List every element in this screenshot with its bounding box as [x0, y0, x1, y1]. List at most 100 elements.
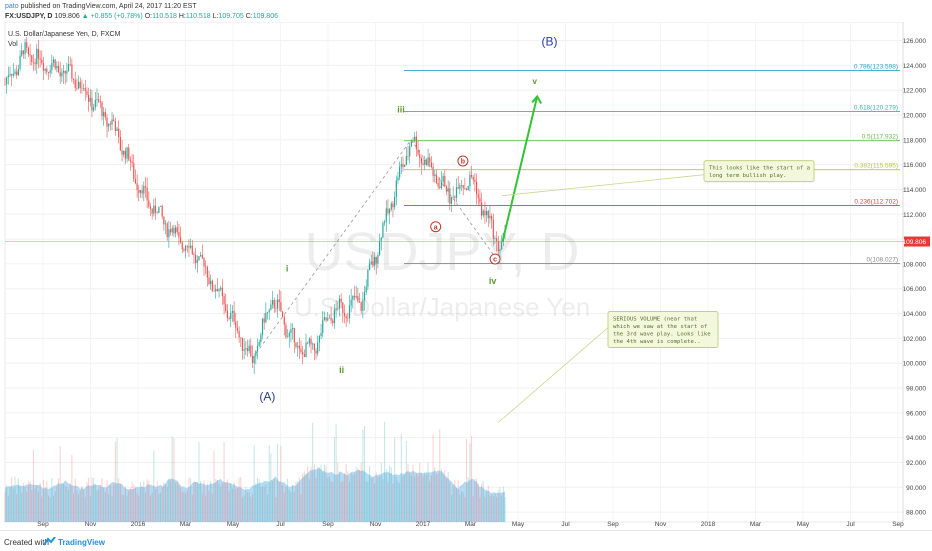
volume-bar [487, 485, 489, 522]
candle-body [372, 261, 374, 266]
candle-body [303, 354, 305, 357]
candle-body [355, 296, 357, 298]
price-tick-label: 92.000 [906, 460, 926, 467]
candle-body [77, 81, 80, 89]
volume-bar [41, 496, 43, 522]
wave-label-v: v [532, 77, 537, 86]
candle-body [240, 337, 242, 339]
volume-bar [283, 492, 285, 522]
volume-bar [134, 487, 136, 522]
candle-body [236, 327, 239, 331]
candle-body [190, 245, 192, 248]
candle-body [353, 295, 356, 298]
volume-bar [257, 478, 259, 522]
candle-body [79, 81, 81, 88]
volume-bar [439, 429, 441, 522]
volume-bar [444, 469, 446, 522]
time-axis[interactable]: Sep Nov 2016 Mar May Jul Sep Nov 2017 Mar May Jul Se… [37, 521, 904, 528]
candle-body [69, 64, 71, 65]
volume-bar [280, 445, 282, 522]
volume-bar [365, 481, 367, 522]
volume-bar [272, 480, 274, 522]
candle-body [109, 123, 111, 125]
author-link[interactable]: pato [5, 3, 19, 10]
candle-body [188, 246, 190, 248]
volume-bar [178, 485, 180, 522]
candle-body [440, 182, 443, 188]
volume-bar [390, 467, 392, 522]
tradingview-link[interactable]: TradingView [58, 538, 105, 547]
candle-body [12, 73, 14, 76]
candle-body [480, 202, 483, 216]
candle-body [320, 332, 322, 337]
candle-body [307, 342, 309, 344]
volume-bar [141, 485, 143, 522]
volume-bar [258, 479, 260, 522]
candle-body [32, 61, 35, 63]
volume-bar [235, 489, 237, 522]
candle-body [283, 317, 285, 325]
volume-bar [54, 491, 56, 522]
volume-bar [481, 483, 483, 522]
volume-bar [397, 482, 399, 522]
volume-bar [328, 476, 330, 522]
candle-body [317, 342, 319, 354]
candle-body [86, 91, 88, 95]
volume-bar [466, 439, 468, 522]
candle-body [429, 157, 431, 163]
volume-bar [27, 481, 29, 522]
volume-bar [492, 496, 494, 522]
candle-body [241, 337, 244, 351]
candle-body [119, 137, 121, 151]
candle-body [151, 208, 153, 214]
candle-body [390, 203, 392, 210]
volume-bar [270, 453, 272, 522]
candle-body [444, 176, 446, 187]
candle-body [459, 185, 461, 189]
candle-body [108, 123, 110, 127]
chart-svg[interactable]: USDJPY, D U.S. Dollar/Japanese Yen 0.786… [0, 21, 932, 530]
volume-bar [52, 495, 54, 522]
volume-bar [445, 478, 447, 522]
candle-body [268, 309, 270, 313]
candle-body [475, 181, 478, 195]
volume-bar [243, 495, 245, 522]
candle-body [417, 149, 419, 155]
volume-bar [24, 487, 26, 522]
volume-bar [295, 481, 297, 522]
time-tick-label: Mar [465, 521, 477, 528]
volume-bar [34, 488, 36, 522]
candle-body [42, 63, 45, 71]
time-tick-label: Nov [655, 521, 667, 528]
volume-bar [148, 480, 150, 522]
volume-bar [203, 480, 205, 522]
price-axis[interactable]: 126.000 124.000 122.000 120.000 118.000 116.0… [902, 22, 931, 522]
price-tick-label: 124.000 [903, 63, 927, 70]
volume-bar [323, 464, 325, 522]
candle-body [300, 348, 302, 353]
candle-body [136, 183, 138, 191]
candle-body [452, 196, 454, 198]
volume-bar [156, 481, 158, 522]
volume-bar [226, 479, 228, 522]
candle-body [211, 280, 213, 292]
candle-body [338, 298, 341, 309]
chart-area[interactable]: USDJPY, D U.S. Dollar/Japanese Yen 0.786… [0, 21, 932, 535]
candle-body [138, 190, 140, 193]
volume-bar [168, 478, 170, 522]
candle-body [285, 324, 287, 338]
volume-bar [64, 485, 66, 522]
volume-bar [138, 496, 140, 522]
ohlc-line: FX:USDJPY, D 109.806 ▲ +0.855 (+0.78%) O… [5, 13, 278, 20]
volume-bar [370, 478, 372, 522]
volume-bar [101, 478, 103, 522]
wave-label-text: a [434, 224, 438, 231]
volume-bar [405, 441, 407, 522]
candle-body [11, 74, 13, 76]
candle-body [21, 50, 23, 56]
candle-body [335, 308, 337, 311]
volume-bar [253, 445, 255, 522]
volume-bar [263, 486, 265, 522]
candle-body [210, 280, 212, 284]
volume-bar [220, 486, 222, 522]
